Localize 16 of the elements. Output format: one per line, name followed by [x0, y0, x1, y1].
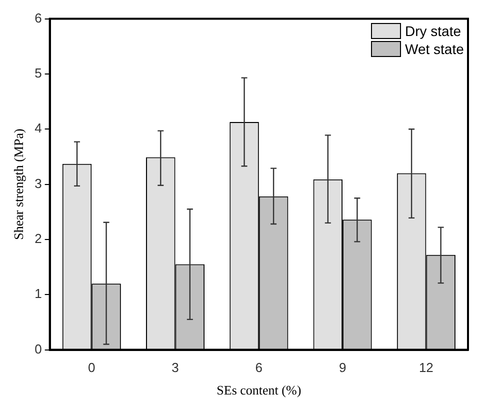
y-tick-label: 2 [34, 231, 42, 246]
x-tick-label: 0 [88, 360, 96, 376]
legend-label: Wet state [405, 40, 464, 57]
legend-label: Dry state [405, 22, 462, 39]
y-tick-label: 4 [34, 120, 42, 136]
x-axis-title: SEs content (%) [216, 382, 302, 398]
x-tick-label: 3 [172, 360, 179, 376]
y-tick-label: 1 [34, 286, 42, 302]
y-axis-title: Shear strength (MPa) [11, 128, 26, 240]
x-tick-label: 9 [338, 360, 346, 376]
y-tick-label: 5 [34, 66, 42, 81]
y-tick-label: 6 [34, 10, 42, 26]
x-tick-label: 6 [255, 360, 263, 376]
x-tick-label: 12 [418, 360, 434, 376]
y-tick-label: 3 [34, 176, 42, 191]
y-tick-label: 0 [34, 341, 42, 356]
